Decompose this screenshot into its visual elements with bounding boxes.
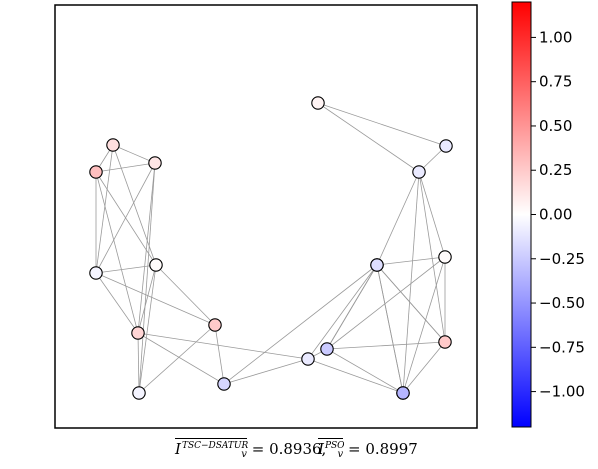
colorbar-ticks: 1.00 0.75 0.50 0.25 0.00 −0.25 −0.50 −0.75 −1.00 bbox=[531, 28, 585, 401]
caption-metric-2: IPSOv = 0.8997 bbox=[318, 438, 418, 460]
graph-node bbox=[412, 165, 426, 179]
graph-edge bbox=[137, 264, 157, 334]
graph-edge bbox=[402, 256, 446, 394]
edge-layer bbox=[95, 102, 447, 394]
graph-edge bbox=[95, 171, 139, 334]
graph-node bbox=[217, 377, 231, 391]
plot-frame bbox=[54, 4, 478, 429]
graph-edge bbox=[326, 348, 404, 394]
graph-node bbox=[131, 326, 145, 340]
colorbar-tick-label: −0.50 bbox=[539, 294, 585, 312]
graph-node bbox=[148, 156, 162, 170]
caption-value-2: = 0.8997 bbox=[347, 440, 418, 458]
graph-node bbox=[439, 139, 453, 153]
caption-value-1: = 0.8936, bbox=[251, 440, 327, 458]
graph-node bbox=[106, 138, 120, 152]
colorbar bbox=[511, 1, 532, 428]
graph-node bbox=[438, 335, 452, 349]
colorbar-tick-label: −1.00 bbox=[539, 383, 585, 401]
colorbar-tick-label: 0.50 bbox=[539, 117, 572, 135]
graph-edge bbox=[307, 264, 378, 360]
graph-edge bbox=[155, 264, 216, 326]
graph-edge bbox=[223, 358, 309, 385]
colorbar-tick-label: −0.75 bbox=[539, 338, 585, 356]
graph-edge bbox=[214, 324, 225, 385]
graph-node bbox=[89, 266, 103, 280]
graph-edge bbox=[326, 256, 446, 350]
graph-edge bbox=[95, 264, 157, 274]
graph-node bbox=[149, 258, 163, 272]
graph-node bbox=[311, 96, 325, 110]
graph-node bbox=[208, 318, 222, 332]
graph-edge bbox=[223, 264, 378, 385]
graph-edge bbox=[317, 102, 420, 173]
graph-edge bbox=[137, 332, 140, 394]
graph-edge bbox=[137, 332, 225, 385]
graph-edge bbox=[112, 144, 156, 164]
graph-edge bbox=[112, 144, 157, 266]
graph-edge bbox=[376, 256, 446, 266]
graph-edge bbox=[317, 102, 447, 147]
graph-node bbox=[89, 165, 103, 179]
graph-edge bbox=[95, 272, 139, 334]
colorbar-tick-label: 0.25 bbox=[539, 161, 572, 179]
graph-edge bbox=[376, 264, 446, 343]
caption-symbol-1: ITSC−DSATURv bbox=[175, 438, 249, 460]
caption: ITSC−DSATURv = 0.8936, IPSOv = 0.8997 bbox=[0, 432, 598, 466]
colorbar-tick-label: 1.00 bbox=[539, 28, 572, 46]
colorbar-tick-label: 0.75 bbox=[539, 73, 572, 91]
graph-node bbox=[320, 342, 334, 356]
graph-edge bbox=[307, 358, 404, 394]
caption-metric-1: ITSC−DSATURv = 0.8936, bbox=[175, 438, 326, 460]
graph-node bbox=[396, 386, 410, 400]
colorbar-tick-label: −0.25 bbox=[539, 250, 585, 268]
graph-edge bbox=[326, 264, 378, 350]
graph-edge bbox=[138, 264, 157, 394]
graph-edge bbox=[138, 324, 216, 394]
graph-node bbox=[301, 352, 315, 366]
graph-node bbox=[370, 258, 384, 272]
graph-edge bbox=[376, 171, 420, 266]
graph-edge bbox=[418, 171, 446, 258]
graph-edge bbox=[95, 272, 216, 326]
graph-edge bbox=[95, 144, 114, 274]
graph-edge bbox=[402, 341, 446, 394]
graph-node bbox=[132, 386, 146, 400]
caption-symbol-2: IPSOv bbox=[318, 438, 345, 460]
graph-edge bbox=[137, 332, 309, 360]
graph-edge bbox=[95, 162, 156, 173]
graph-edge bbox=[326, 341, 446, 350]
graph-edge bbox=[418, 171, 446, 343]
colorbar-tick-label: 0.00 bbox=[539, 206, 572, 224]
graph-edge bbox=[137, 162, 156, 334]
graph-edge bbox=[376, 264, 404, 394]
graph-edge bbox=[95, 171, 157, 266]
graph-edge bbox=[138, 162, 156, 394]
node-layer bbox=[89, 96, 453, 400]
graph-edge bbox=[95, 162, 156, 274]
graph-node bbox=[438, 250, 452, 264]
graph-edge bbox=[402, 171, 420, 394]
